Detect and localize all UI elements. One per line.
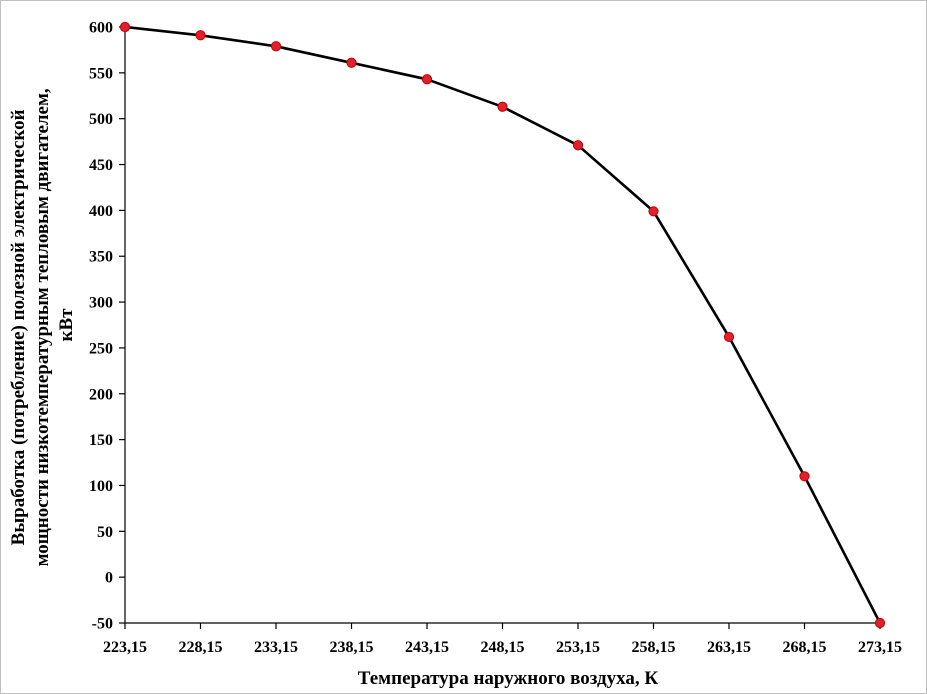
data-point <box>497 101 508 112</box>
x-tick-label: 253,15 <box>556 639 600 656</box>
data-point <box>799 471 810 482</box>
x-tick-label: 263,15 <box>707 639 751 656</box>
data-point <box>195 30 206 41</box>
y-axis-title: Выработка (потребление) полезной электри… <box>8 84 77 567</box>
data-point <box>572 140 584 151</box>
y-tick-label: 250 <box>89 340 113 357</box>
y-tick-label: 200 <box>89 386 113 403</box>
x-tick-label: 233,15 <box>254 639 298 656</box>
x-tick-label: 223,15 <box>103 639 147 656</box>
x-tick-label: 273,15 <box>858 639 902 656</box>
y-tick-label: 400 <box>89 203 113 220</box>
data-point <box>648 206 659 217</box>
y-tick-label: 0 <box>105 570 113 587</box>
y-axis-ticks: -50 0 50 100 150 200 250 300 350 400 450 500 550 600 <box>89 20 125 633</box>
x-tick-label: 243,15 <box>405 639 449 656</box>
x-axis-ticks: 223,15 228,15 233,15 238,15 243,15 248,15 253,… <box>103 623 902 656</box>
y-tick-label: 550 <box>89 65 113 82</box>
y-tick-label: 350 <box>89 249 113 266</box>
y-tick-label: 100 <box>89 478 113 495</box>
y-axis-title-line-1: Выработка (потребление) полезной электри… <box>8 109 29 545</box>
x-tick-label: 248,15 <box>481 639 525 656</box>
y-tick-label: 450 <box>89 157 113 174</box>
data-point <box>723 331 735 343</box>
x-tick-label: 258,15 <box>632 639 676 656</box>
data-point <box>874 617 886 629</box>
axes <box>124 27 880 624</box>
y-tick-label: 150 <box>89 432 113 449</box>
x-axis-title: Температура наружного воздуха, К <box>358 668 659 689</box>
y-tick-label: -50 <box>92 616 113 633</box>
y-tick-label: 600 <box>89 20 113 37</box>
y-tick-label: 50 <box>97 524 113 541</box>
data-point <box>270 41 282 52</box>
y-tick-label: 500 <box>89 111 113 128</box>
x-tick-label: 228,15 <box>179 639 223 656</box>
data-point <box>119 21 131 33</box>
y-tick-label: 300 <box>89 295 113 312</box>
x-tick-label: 238,15 <box>330 639 374 656</box>
data-point <box>346 57 357 68</box>
x-tick-label: 268,15 <box>783 639 827 656</box>
data-point <box>421 74 433 85</box>
y-axis-title-line-2: мощности низкотемпературным тепловым дви… <box>32 88 53 566</box>
data-series <box>119 21 886 629</box>
series-line <box>124 25 882 624</box>
y-axis-title-line-3: кВт <box>56 308 77 342</box>
